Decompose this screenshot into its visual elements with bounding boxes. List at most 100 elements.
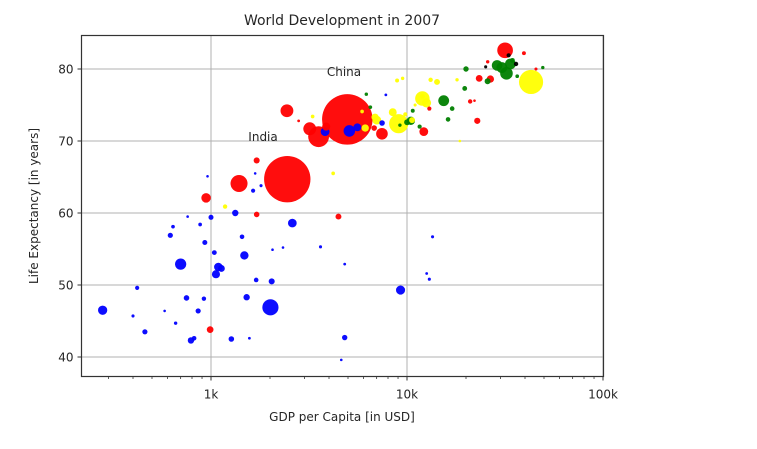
data-point	[473, 99, 476, 102]
data-point	[211, 250, 217, 256]
data-points	[98, 42, 545, 362]
annotations: China India	[248, 65, 361, 144]
data-point	[506, 53, 511, 58]
data-point	[474, 117, 481, 124]
data-point	[248, 336, 251, 340]
data-point	[335, 213, 342, 220]
y-tick-label: 80	[58, 63, 73, 77]
data-point	[515, 74, 520, 79]
data-point	[253, 211, 260, 218]
y-axis: 40 50 60 70 80	[58, 63, 82, 365]
data-point	[195, 308, 201, 314]
data-point	[388, 108, 397, 117]
y-axis-label: Life Expectancy [in years]	[27, 128, 41, 284]
data-point	[339, 358, 343, 362]
x-axis-label: GDP per Capita [in USD]	[269, 410, 415, 424]
data-point	[428, 77, 433, 83]
data-point	[513, 61, 519, 67]
y-tick-label: 50	[58, 279, 73, 293]
data-point	[541, 65, 545, 70]
data-point	[171, 224, 175, 229]
data-point	[434, 79, 440, 85]
data-point	[361, 124, 369, 132]
data-point	[167, 232, 173, 238]
data-point	[409, 117, 415, 124]
data-point	[202, 240, 208, 246]
data-point	[253, 172, 257, 175]
data-point	[421, 98, 432, 108]
data-point	[271, 248, 274, 252]
data-point	[198, 222, 202, 227]
data-point	[463, 66, 469, 72]
chart-title: World Development in 2007	[244, 13, 440, 29]
data-point	[186, 215, 189, 218]
data-point	[410, 108, 415, 113]
data-point	[230, 174, 248, 193]
annotation-india: India	[248, 130, 277, 144]
data-point	[280, 104, 294, 118]
data-point	[303, 122, 317, 136]
data-point	[430, 235, 435, 239]
data-point	[281, 246, 285, 249]
data-point	[371, 125, 377, 131]
point-china	[322, 94, 373, 145]
data-point	[331, 171, 335, 176]
data-point	[438, 95, 450, 107]
x-axis: 1k 10k 100k	[108, 376, 618, 402]
data-point	[259, 184, 263, 188]
y-tick-label: 40	[58, 351, 73, 365]
data-point	[455, 78, 459, 82]
data-point	[395, 285, 406, 295]
data-point	[420, 93, 425, 99]
data-point	[458, 139, 462, 143]
data-point	[342, 334, 348, 341]
data-point	[191, 335, 197, 341]
data-point	[449, 106, 455, 111]
x-tick-label: 10k	[396, 388, 418, 402]
data-point	[360, 109, 364, 114]
data-point	[376, 127, 388, 140]
data-point	[445, 117, 451, 122]
data-point	[510, 57, 515, 63]
data-point	[485, 60, 490, 64]
data-point	[253, 157, 260, 164]
data-point	[518, 69, 544, 95]
data-point	[232, 209, 239, 217]
plot-frame	[80, 34, 605, 378]
data-point	[475, 74, 483, 82]
x-tick-label: 100k	[588, 388, 618, 402]
data-point	[217, 265, 225, 272]
y-tick-label: 70	[58, 135, 73, 149]
data-point	[462, 86, 468, 91]
data-point	[243, 294, 250, 301]
x-tick-label: 1k	[204, 388, 219, 402]
data-point	[208, 214, 214, 220]
data-point	[484, 78, 491, 85]
data-point	[206, 326, 214, 333]
data-point	[318, 245, 323, 249]
data-point	[201, 296, 207, 301]
data-point	[343, 125, 356, 137]
data-point	[389, 114, 409, 134]
data-point	[142, 329, 148, 335]
data-point	[419, 127, 429, 137]
data-point	[268, 278, 275, 285]
data-point	[427, 106, 432, 111]
data-point	[222, 204, 228, 209]
data-point	[404, 119, 411, 126]
data-point	[417, 124, 422, 129]
data-point	[343, 262, 347, 266]
data-point	[240, 251, 249, 260]
data-point	[384, 93, 388, 97]
data-point	[253, 277, 259, 283]
data-point	[206, 174, 209, 178]
data-point	[398, 123, 402, 127]
data-point	[403, 112, 408, 117]
data-point	[353, 123, 362, 132]
data-point	[201, 193, 211, 203]
data-point	[251, 188, 256, 193]
data-point	[521, 51, 526, 56]
data-point	[98, 305, 108, 315]
data-point	[135, 285, 140, 290]
data-point	[131, 314, 135, 318]
